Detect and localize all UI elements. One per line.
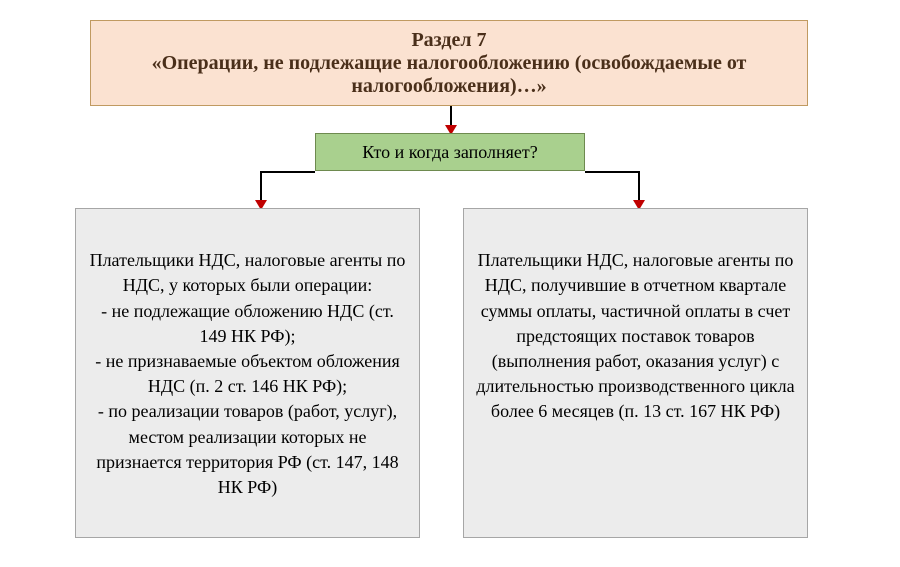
arrow-1-line xyxy=(450,106,452,125)
section-title: Раздел 7 xyxy=(411,29,486,52)
left-body-text: Плательщики НДС, налоговые агенты по НДС… xyxy=(90,250,406,497)
left-body-box: Плательщики НДС, налоговые агенты по НДС… xyxy=(75,208,420,538)
arrow-2-hline xyxy=(260,171,315,173)
right-body-text: Плательщики НДС, налоговые агенты по НДС… xyxy=(476,250,794,421)
question-text: Кто и когда заполняет? xyxy=(362,142,538,163)
right-body-box: Плательщики НДС, налоговые агенты по НДС… xyxy=(463,208,808,538)
arrow-3-vline xyxy=(638,171,640,200)
question-box: Кто и когда заполняет? xyxy=(315,133,585,171)
arrow-3-hline xyxy=(585,171,638,173)
arrow-2-vline xyxy=(260,171,262,200)
section-header: Раздел 7 «Операции, не подлежащие налого… xyxy=(90,20,808,106)
section-subtitle: «Операции, не подлежащие налогообложению… xyxy=(109,52,789,98)
